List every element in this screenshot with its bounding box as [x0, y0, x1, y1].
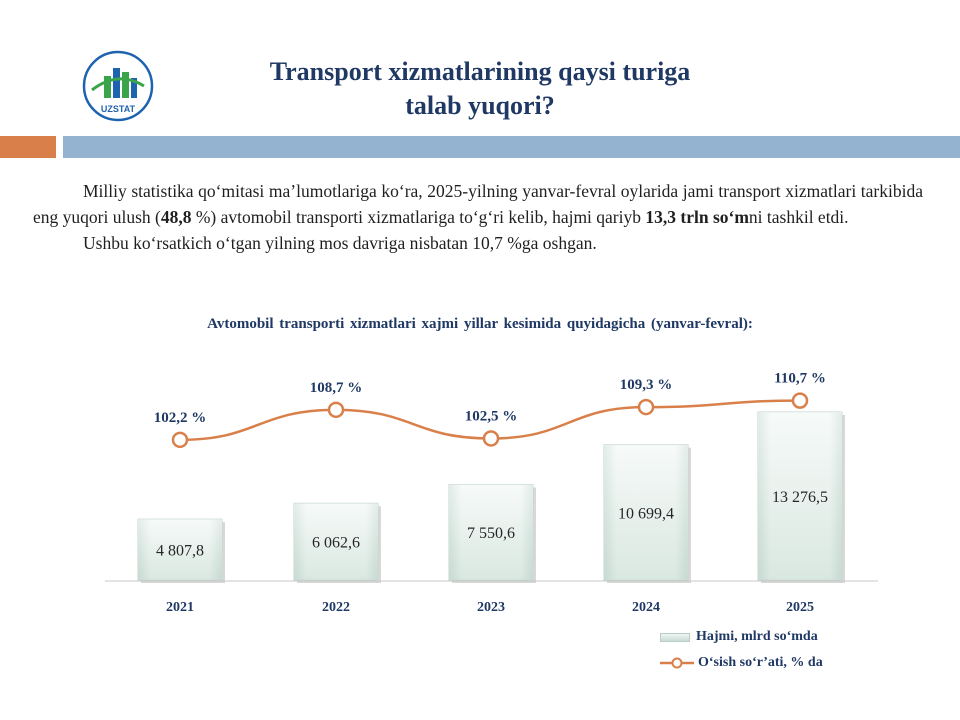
x-tick-label: 2021	[166, 600, 194, 615]
paragraph-2: Ushbu ko‘rsatkich o‘tgan yilning mos dav…	[83, 233, 597, 253]
share-value: 48,8	[160, 207, 192, 227]
growth-value-label: 102,5 %	[465, 408, 518, 424]
growth-value-label: 108,7 %	[310, 380, 363, 396]
x-tick-label: 2022	[322, 600, 350, 615]
x-tick-label: 2025	[786, 600, 814, 615]
x-tick-label: 2023	[477, 600, 505, 615]
bar-value-label: 4 807,8	[156, 543, 204, 560]
bar-fill	[604, 444, 688, 580]
growth-point	[791, 392, 809, 409]
legend: Hajmi, mlrd so‘mda O‘sish so‘r’ati, % da	[660, 624, 823, 676]
volume-value: 13,3 trln so‘m	[645, 207, 749, 227]
growth-value-label: 109,3 %	[620, 377, 673, 393]
body-text: Milliy statistika qo‘mitasi ma’lumotlari…	[33, 178, 923, 256]
growth-point	[482, 430, 500, 447]
bar-fill	[449, 484, 533, 580]
bar-value-label: 13 276,5	[772, 489, 828, 506]
bar-fill	[758, 412, 842, 580]
legend-swatch-bar	[660, 632, 690, 642]
bar-fill	[294, 503, 378, 580]
legend-swatch-line	[660, 657, 694, 669]
uzstat-logo: UZSTAT	[82, 50, 154, 122]
x-tick-label: 2024	[632, 600, 660, 615]
paragraph-1: Milliy statistika qo‘mitasi ma’lumotlari…	[33, 181, 923, 227]
legend-label-line: O‘sish so‘r’ati, % da	[698, 655, 823, 670]
bar-value-label: 6 062,6	[312, 535, 360, 552]
legend-item-line: O‘sish so‘r’ati, % da	[660, 650, 823, 676]
logo-text: UZSTAT	[101, 104, 136, 114]
bar-value-label: 10 699,4	[618, 505, 674, 522]
growth-point	[327, 401, 345, 419]
growth-value-label: 110,7 %	[774, 371, 826, 387]
legend-item-bar: Hajmi, mlrd so‘mda	[660, 624, 823, 650]
bar-value-label: 7 550,6	[467, 525, 515, 542]
accent-band-orange	[0, 136, 56, 158]
page-title: Transport xizmatlarining qaysi turiga ta…	[160, 55, 800, 123]
bar-fill	[138, 519, 222, 580]
legend-label-bar: Hajmi, mlrd so‘mda	[696, 629, 818, 644]
growth-point	[637, 398, 655, 416]
chart-title: Avtomobil transporti xizmatlari xajmi yi…	[207, 316, 753, 332]
accent-band-blue	[63, 136, 960, 158]
growth-value-label: 102,2 %	[154, 410, 207, 426]
chart-area: 4 807,8 6 062,6 7 550,6 10 699,4 13 276,5 20…	[105, 371, 878, 615]
growth-point	[171, 431, 189, 449]
title-line-2: talab yuqori?	[405, 91, 555, 120]
title-line-1: Transport xizmatlarining qaysi turiga	[269, 57, 691, 86]
